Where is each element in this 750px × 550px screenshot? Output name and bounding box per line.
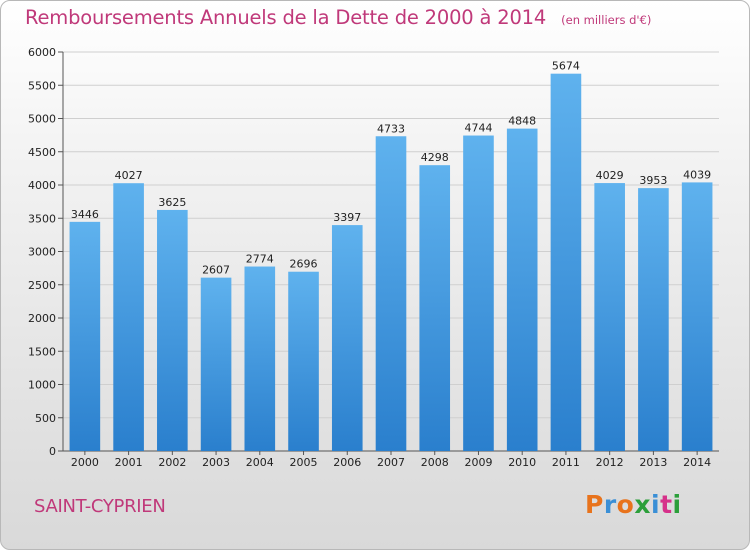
y-tick-label: 5000 [28, 113, 56, 126]
data-label: 3446 [71, 208, 99, 221]
data-label: 3953 [639, 174, 667, 187]
bar [638, 188, 669, 452]
y-tick-label: 2500 [28, 279, 56, 292]
x-tick-label: 2000 [71, 456, 99, 469]
bar [550, 73, 582, 451]
proxiti-logo: Proxiti [585, 490, 682, 519]
x-tick-label: 2010 [508, 456, 536, 469]
x-tick-label: 2014 [683, 456, 711, 469]
data-label: 4029 [596, 169, 624, 182]
y-tick-label: 0 [49, 445, 56, 458]
y-tick-label: 3500 [28, 212, 56, 225]
logo-letter: P [585, 490, 604, 519]
chart-header: Remboursements Annuels de la Dette de 20… [25, 6, 651, 29]
x-tick-label: 2002 [158, 456, 186, 469]
y-tick-label: 3000 [28, 246, 56, 259]
bar [244, 266, 276, 451]
bar [331, 225, 363, 451]
x-tick-label: 2001 [115, 456, 143, 469]
y-tick-label: 2000 [28, 312, 56, 325]
data-label: 4039 [683, 168, 711, 181]
x-tick-label: 2008 [421, 456, 449, 469]
y-tick-label: 500 [35, 412, 56, 425]
bar [69, 221, 101, 451]
data-label: 4298 [421, 151, 449, 164]
logo-letter: i [672, 490, 682, 519]
y-tick-label: 5500 [28, 79, 56, 92]
x-tick-label: 2013 [639, 456, 667, 469]
bar [200, 277, 232, 451]
chart-title: Remboursements Annuels de la Dette de 20… [25, 6, 547, 29]
data-label: 2607 [202, 264, 230, 277]
x-tick-label: 2005 [290, 456, 318, 469]
bar [681, 182, 713, 451]
logo-letter: x [634, 490, 651, 519]
data-label: 2774 [246, 253, 274, 266]
bar [375, 136, 407, 451]
data-label: 4027 [115, 169, 143, 182]
y-tick-label: 1000 [28, 379, 56, 392]
x-tick-label: 2012 [596, 456, 624, 469]
bar [594, 183, 625, 451]
data-label: 5674 [552, 60, 580, 73]
data-label: 4744 [464, 122, 492, 135]
data-label: 2696 [290, 258, 318, 271]
y-tick-label: 4000 [28, 179, 56, 192]
bar [113, 183, 144, 451]
data-label: 4848 [508, 115, 536, 128]
bar [288, 271, 319, 451]
y-tick-label: 6000 [28, 46, 56, 59]
x-tick-label: 2009 [464, 456, 492, 469]
chart-subtitle: (en milliers d'€) [561, 13, 652, 27]
data-label: 3625 [158, 196, 186, 209]
x-tick-label: 2006 [333, 456, 361, 469]
logo-letter: r [603, 490, 617, 519]
x-tick-label: 2011 [552, 456, 580, 469]
bar [157, 209, 188, 451]
x-tick-label: 2003 [202, 456, 230, 469]
logo-letter: t [660, 490, 673, 519]
x-tick-label: 2007 [377, 456, 405, 469]
commune-name: SAINT-CYPRIEN [34, 496, 166, 517]
bar [506, 128, 538, 451]
y-tick-label: 4500 [28, 146, 56, 159]
x-tick-label: 2004 [246, 456, 274, 469]
bar [419, 165, 451, 452]
y-tick-label: 1500 [28, 345, 56, 358]
data-label: 4733 [377, 122, 405, 135]
data-label: 3397 [333, 211, 361, 224]
logo-letter: o [616, 490, 635, 519]
logo-letter: i [651, 490, 661, 519]
bar [463, 135, 494, 452]
